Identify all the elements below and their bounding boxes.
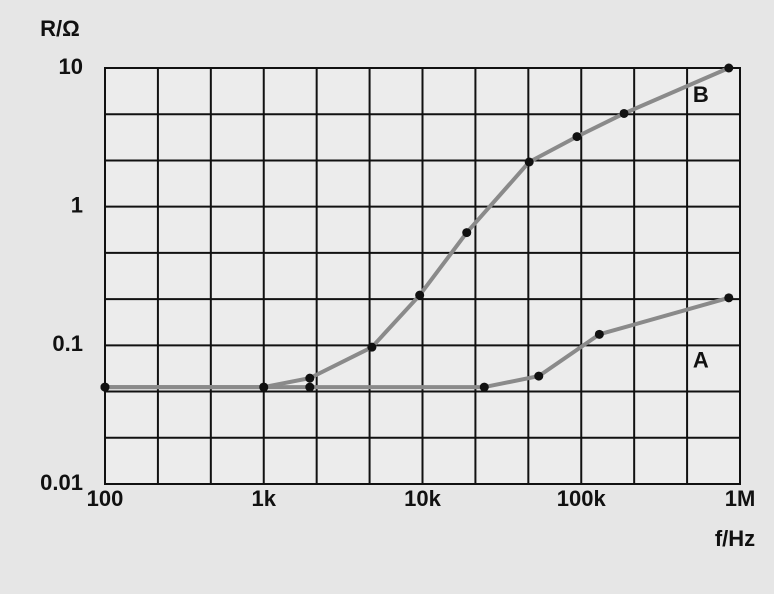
point [724,63,734,73]
y-tick-label: 10 [59,54,83,79]
x-tick-label: 1k [252,486,277,511]
point [594,329,604,339]
point [100,382,110,392]
point [619,108,629,118]
point [367,342,377,352]
point [724,293,734,303]
point [305,373,315,383]
x-tick-label: 100k [557,486,607,511]
series-label: A [693,348,709,373]
series-label: B [693,82,709,107]
point [534,371,544,381]
point [259,382,269,392]
point [415,290,425,300]
point [572,132,582,142]
y-tick-label: 0.1 [52,331,83,356]
series-line [105,66,730,390]
point [479,382,489,392]
x-tick-label: 100 [87,486,124,511]
point [462,228,472,238]
point [524,157,534,167]
y-axis-label: R/Ω [40,16,80,41]
x-tick-label: 10k [404,486,441,511]
y-tick-label: 1 [71,192,83,217]
point [305,382,315,392]
x-tick-label: 1M [725,486,756,511]
x-axis-label: f/Hz [715,526,755,551]
y-tick-label: 0.01 [40,470,83,495]
